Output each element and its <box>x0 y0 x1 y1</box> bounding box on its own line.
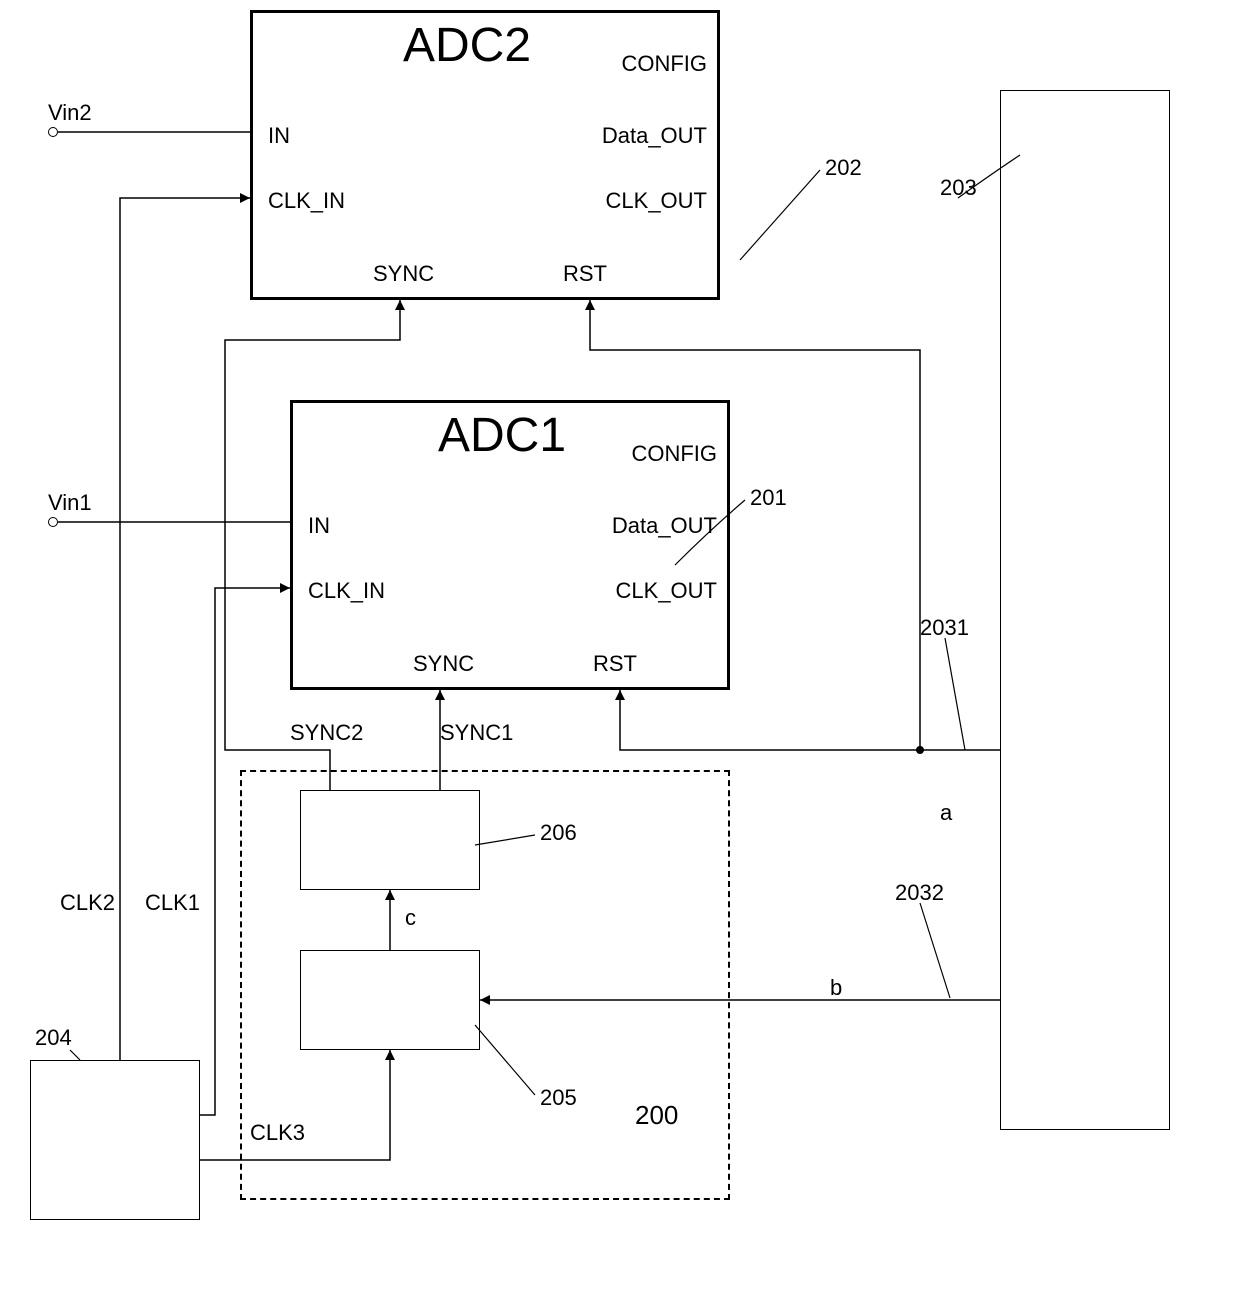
block-204 <box>30 1060 200 1220</box>
adc2-config: CONFIG <box>621 51 707 77</box>
adc2-dataout: Data_OUT <box>602 123 707 149</box>
vin1-terminal <box>48 517 58 527</box>
ref-200: 200 <box>635 1100 678 1131</box>
junction-a <box>916 746 924 754</box>
block-206 <box>300 790 480 890</box>
block-203 <box>1000 90 1170 1130</box>
c-label: c <box>405 905 416 931</box>
adc1-title: ADC1 <box>438 408 566 463</box>
adc2-clkin: CLK_IN <box>268 188 345 214</box>
adc1-clkin: CLK_IN <box>308 578 385 604</box>
ref-2031: 2031 <box>920 615 969 641</box>
adc2-title: ADC2 <box>403 18 531 73</box>
adc2-rst: RST <box>563 261 607 287</box>
ref-201: 201 <box>750 485 787 511</box>
sync1-label: SYNC1 <box>440 720 513 746</box>
adc1-config: CONFIG <box>631 441 717 467</box>
vin2-terminal <box>48 127 58 137</box>
sync2-label: SYNC2 <box>290 720 363 746</box>
adc2-block: ADC2 CONFIG IN Data_OUT CLK_IN CLK_OUT S… <box>250 10 720 300</box>
diagram-canvas: ADC2 CONFIG IN Data_OUT CLK_IN CLK_OUT S… <box>0 0 1240 1315</box>
ref-202: 202 <box>825 155 862 181</box>
clk2-label: CLK2 <box>60 890 115 916</box>
a-label: a <box>940 800 952 826</box>
clk3-label: CLK3 <box>250 1120 305 1146</box>
ref-205: 205 <box>540 1085 577 1111</box>
adc2-in: IN <box>268 123 290 149</box>
ref-2032: 2032 <box>895 880 944 906</box>
adc2-clkout: CLK_OUT <box>606 188 707 214</box>
ref-206: 206 <box>540 820 577 846</box>
block-205 <box>300 950 480 1050</box>
adc1-rst: RST <box>593 651 637 677</box>
adc1-in: IN <box>308 513 330 539</box>
ref-204: 204 <box>35 1025 72 1051</box>
vin1-label: Vin1 <box>48 490 92 516</box>
vin2-label: Vin2 <box>48 100 92 126</box>
adc1-sync: SYNC <box>413 651 474 677</box>
adc2-sync: SYNC <box>373 261 434 287</box>
adc1-block: ADC1 CONFIG IN Data_OUT CLK_IN CLK_OUT S… <box>290 400 730 690</box>
ref-203: 203 <box>940 175 977 201</box>
clk1-label: CLK1 <box>145 890 200 916</box>
adc1-dataout: Data_OUT <box>612 513 717 539</box>
adc1-clkout: CLK_OUT <box>616 578 717 604</box>
b-label: b <box>830 975 842 1001</box>
